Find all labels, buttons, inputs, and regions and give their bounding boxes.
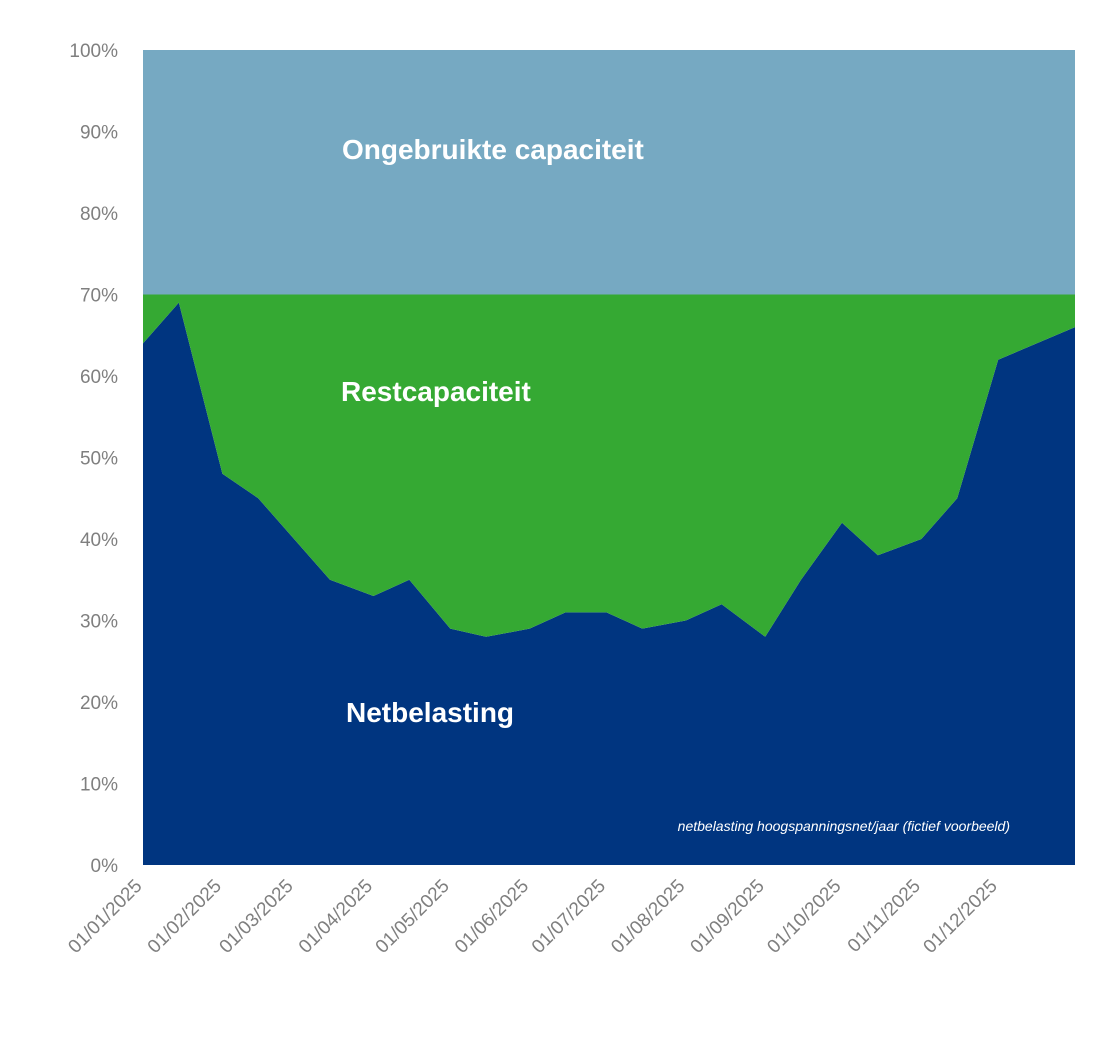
area-ongebruikte-capaciteit [143, 50, 1075, 295]
y-tick-label: 30% [80, 612, 118, 633]
y-tick-label: 40% [80, 530, 118, 551]
x-tick-label: 01/06/2025 [451, 876, 533, 958]
x-tick-label: 01/10/2025 [763, 876, 845, 958]
x-tick-label: 01/07/2025 [528, 876, 610, 958]
x-tick-label: 01/08/2025 [607, 876, 689, 958]
area-restcapaciteit [143, 294, 1075, 637]
x-tick-label: 01/02/2025 [144, 876, 226, 958]
y-tick-label: 0% [91, 856, 119, 877]
y-axis-ticks: 0% 10% 20% 30% 40% 50% 60% 70% 80% 90% 100% [69, 41, 118, 877]
area-label-netbelasting: Netbelasting [346, 697, 514, 728]
x-tick-label: 01/04/2025 [295, 876, 377, 958]
x-tick-label: 01/01/2025 [64, 876, 146, 958]
x-tick-label: 01/11/2025 [844, 876, 925, 957]
area-label-ongebruikte-capaciteit: Ongebruikte capaciteit [342, 134, 644, 165]
y-tick-label: 100% [69, 41, 118, 62]
area-label-restcapaciteit: Restcapaciteit [341, 376, 531, 407]
y-tick-label: 10% [80, 775, 118, 796]
area-netbelasting [143, 302, 1075, 865]
y-tick-label: 20% [80, 693, 118, 714]
x-tick-label: 01/09/2025 [687, 876, 769, 958]
y-tick-label: 90% [80, 123, 118, 144]
x-tick-label: 01/12/2025 [920, 876, 1002, 958]
y-tick-label: 70% [80, 286, 118, 307]
x-axis-ticks: 01/01/202501/02/202501/03/202501/04/2025… [64, 876, 1001, 958]
y-tick-label: 50% [80, 449, 118, 470]
y-tick-label: 80% [80, 204, 118, 225]
x-tick-label: 01/05/2025 [372, 876, 454, 958]
y-tick-label: 60% [80, 367, 118, 388]
chart-annotation: netbelasting hoogspanningsnet/jaar (fict… [678, 818, 1010, 834]
x-tick-label: 01/03/2025 [216, 876, 298, 958]
area-series-group [143, 50, 1075, 865]
